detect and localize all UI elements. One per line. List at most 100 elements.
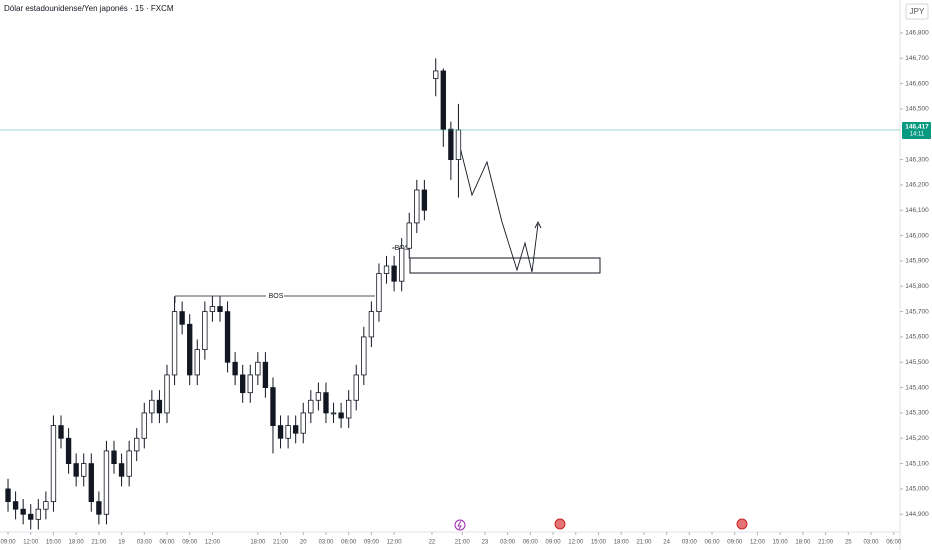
candle-body: [156, 399, 163, 414]
y-tick-label: 145,700: [905, 308, 929, 315]
projection-path: [456, 134, 539, 273]
candle-body: [433, 70, 439, 79]
candle-body: [224, 311, 231, 363]
y-tick-label: 145,100: [905, 460, 929, 467]
candle-body: [391, 265, 397, 282]
candle-body: [88, 463, 94, 503]
candle-body: [406, 222, 412, 249]
candle-body: [323, 392, 329, 414]
y-tick-label: 146,100: [905, 207, 929, 214]
x-tick-label: 20: [300, 540, 307, 546]
candle-body: [448, 128, 454, 160]
x-tick-label: 15:00: [46, 540, 62, 546]
candle-body: [111, 450, 117, 464]
candle-body: [315, 392, 322, 401]
candle-body: [440, 70, 446, 130]
x-tick-label: 18:00: [614, 540, 630, 546]
currency-label: JPY: [910, 7, 925, 16]
y-tick-label: 146,200: [905, 182, 929, 189]
y-tick-label: 146,600: [905, 80, 929, 87]
candle-body: [330, 412, 337, 415]
candle-body: [346, 399, 352, 419]
x-tick-label: 06:00: [705, 540, 721, 546]
x-tick-label: 23: [482, 540, 489, 546]
candle-body: [81, 463, 87, 477]
candle-body: [50, 425, 57, 503]
x-tick-label: 21:00: [91, 540, 107, 546]
x-tick-label: 15:00: [591, 540, 607, 546]
candle-body: [421, 189, 428, 211]
y-tick-label: 144,900: [905, 511, 929, 518]
candle-body: [285, 425, 291, 439]
x-tick-label: 21:00: [636, 540, 652, 546]
x-tick-label: 18:00: [250, 540, 266, 546]
last-price-label: 146,417: [905, 124, 929, 131]
event-icon-glyph: [457, 520, 462, 530]
event-flag[interactable]: [554, 518, 566, 530]
x-tick-label: 25: [845, 540, 852, 546]
candle-body: [232, 361, 238, 376]
candle-body: [383, 265, 390, 274]
candle-body: [308, 399, 314, 414]
candle-body: [103, 450, 110, 515]
candle-body: [209, 306, 216, 312]
projection-arrow: [534, 220, 542, 229]
candle-body: [455, 129, 462, 161]
candle-body: [293, 425, 299, 434]
x-tick-label: 18:00: [69, 540, 85, 546]
candle-body: [149, 399, 155, 414]
candle-body: [171, 311, 178, 376]
countdown-label: 14:11: [910, 132, 925, 138]
candle-body: [300, 412, 306, 434]
x-tick-label: 06:00: [159, 540, 175, 546]
candle-body: [134, 437, 140, 452]
x-tick-label: 06:00: [523, 540, 539, 546]
candle-body: [262, 361, 269, 388]
candle-body: [164, 374, 170, 414]
candle-body: [20, 508, 26, 515]
x-tick-label: 03:00: [500, 540, 516, 546]
y-tick-label: 145,200: [905, 435, 929, 442]
candle-body: [28, 513, 34, 520]
candle-body: [202, 311, 208, 351]
candle-body: [353, 374, 359, 401]
candle-body: [217, 306, 223, 312]
candle-body: [73, 463, 79, 477]
bos-label-bg: [266, 291, 284, 300]
event-icon[interactable]: [454, 519, 466, 531]
candle-body: [277, 425, 284, 439]
candle-body: [398, 247, 405, 282]
currency-button[interactable]: [905, 3, 929, 20]
bos-label: BOS: [269, 293, 284, 300]
x-tick-label: 09:00: [727, 540, 743, 546]
candle-body: [414, 189, 420, 224]
x-tick-label: 03:00: [137, 540, 153, 546]
x-tick-label: 12:00: [205, 540, 221, 546]
x-tick-label: 12:00: [568, 540, 584, 546]
y-tick-label: 146,500: [905, 106, 929, 113]
candle-body: [270, 387, 276, 427]
chart-title: Dólar estadounidense/Yen japonés · 15 · …: [4, 4, 174, 13]
y-tick-label: 145,500: [905, 359, 929, 366]
candle-body: [35, 508, 41, 520]
bos-label-bg: [395, 243, 411, 252]
candle-body: [361, 336, 367, 376]
x-tick-label: 03:00: [682, 540, 698, 546]
event-flag[interactable]: [736, 518, 748, 530]
candle-body: [126, 450, 132, 477]
candle-body: [118, 463, 125, 477]
last-price-tag: [902, 121, 931, 139]
x-tick-label: 09:00: [182, 540, 198, 546]
x-tick-label: 06:00: [886, 540, 902, 546]
y-tick-label: 145,600: [905, 334, 929, 341]
candle-body: [255, 361, 261, 376]
zone-box: [409, 257, 601, 274]
y-tick-label: 145,800: [905, 283, 929, 290]
candle-body: [368, 311, 375, 338]
candle-body: [96, 501, 102, 515]
candle-body: [12, 501, 19, 510]
candle-body: [247, 374, 253, 394]
x-tick-label: 06:00: [341, 540, 357, 546]
candle-body: [5, 488, 11, 502]
